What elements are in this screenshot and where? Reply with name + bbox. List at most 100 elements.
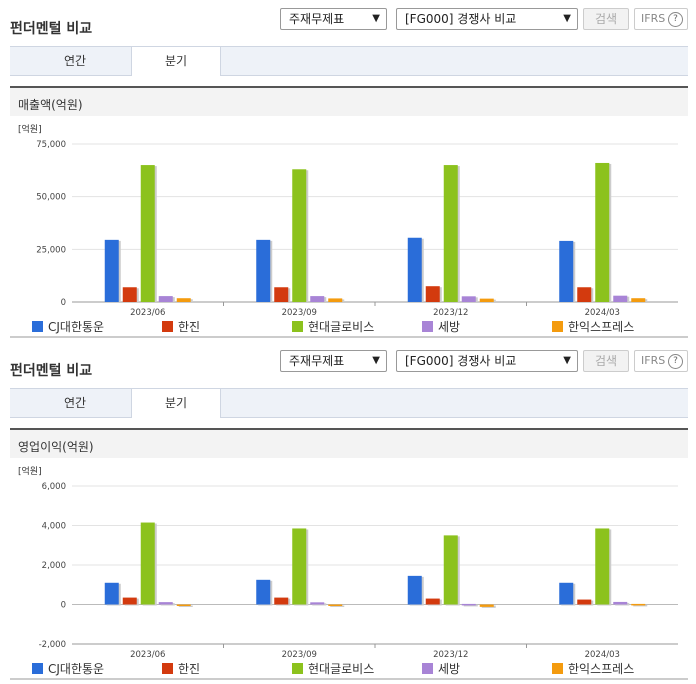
legend-label: 세방 [438,320,461,334]
bar[interactable] [461,603,476,606]
period-tabs: 연간 분기 [10,388,688,418]
bar[interactable] [176,604,191,607]
x-tick-label: 2023/12 [433,308,468,316]
legend-item[interactable]: 한익스프레스 [552,318,634,335]
bar[interactable] [595,528,610,605]
bar[interactable] [613,601,628,605]
bar[interactable] [328,604,343,607]
compare-select[interactable]: [FG000] 경쟁사 비교 ▼ [396,8,578,30]
bar[interactable] [310,296,325,302]
tab-annual[interactable]: 연간 [63,396,87,410]
bar-chart: [억원] 0 25,000 50,000 75,000 2023/06 2023/09 202… [18,123,678,316]
tab-quarterly[interactable]: 분기 [131,46,221,76]
bar[interactable] [140,522,155,605]
legend-label: 세방 [438,662,461,676]
legend-item[interactable]: 한진 [162,318,200,335]
bar[interactable] [479,604,494,607]
bar[interactable] [140,165,155,302]
bar[interactable] [256,579,271,605]
bar[interactable] [443,535,458,605]
bar[interactable] [122,287,137,302]
bar[interactable] [407,575,422,605]
chart-header: 영업이익(억원) [10,428,688,458]
chart-title: 매출액(억원) [18,98,83,112]
legend-swatch [162,663,173,674]
ifrs-label: IFRS [641,354,666,367]
chart-title: 영업이익(억원) [18,440,94,454]
legend-item[interactable]: CJ대한통운 [32,318,104,335]
bar[interactable] [631,603,646,606]
ifrs-help-button[interactable]: IFRS ? [634,350,688,372]
y-tick-label: 6,000 [42,482,66,492]
y-tick-label: -2,000 [39,640,66,650]
x-tick-label: 2023/09 [282,308,317,316]
period-tabs: 연간 분기 [10,46,688,76]
bar[interactable] [104,239,119,302]
bar[interactable] [292,528,307,605]
x-tick-label: 2023/06 [130,650,165,658]
bar[interactable] [104,582,119,605]
bar[interactable] [407,237,422,302]
y-tick-label: 2,000 [42,561,66,571]
help-icon: ? [668,354,683,369]
legend-label: 한진 [178,320,201,334]
legend-swatch [552,321,563,332]
y-unit-label: [억원] [18,465,42,477]
tab-annual[interactable]: 연간 [63,54,87,68]
compare-value: [FG000] 경쟁사 비교 [405,12,517,26]
legend-item[interactable]: 현대글로비스 [292,318,374,335]
bar[interactable] [479,298,494,302]
chart-header: 매출액(억원) [10,86,688,116]
search-button[interactable]: 검색 [583,8,629,30]
legend-label: 현대글로비스 [308,320,375,334]
bar[interactable] [559,582,574,605]
bar[interactable] [292,169,307,302]
legend-item[interactable]: 세방 [422,660,460,677]
chart-container: 영업이익(억원) [억원] -2,000 0 2,000 4,000 6,000 2023/… [10,428,688,683]
legend-label: 한익스프레스 [568,662,635,676]
bar[interactable] [274,287,289,302]
compare-select[interactable]: [FG000] 경쟁사 비교 ▼ [396,350,578,372]
panel-divider [10,336,688,338]
bar[interactable] [443,165,458,302]
legend-item[interactable]: 한진 [162,660,200,677]
bar[interactable] [577,599,592,605]
legend-swatch [32,663,43,674]
legend-swatch [162,321,173,332]
bar[interactable] [559,240,574,302]
chevron-down-icon: ▼ [563,355,571,366]
bar[interactable] [256,239,271,302]
bar[interactable] [122,597,137,605]
legend-item[interactable]: 세방 [422,318,460,335]
bar[interactable] [310,602,325,605]
report-type-select[interactable]: 주재무제표 ▼ [280,350,387,372]
legend-swatch [32,321,43,332]
y-unit-label: [억원] [18,123,42,135]
bar[interactable] [158,296,173,302]
legend-item[interactable]: CJ대한통운 [32,660,104,677]
bar[interactable] [176,298,191,302]
x-tick-label: 2023/06 [130,308,165,316]
bar[interactable] [613,295,628,302]
panel-header: 펀더멘털 비교 주재무제표 ▼ [FG000] 경쟁사 비교 ▼ 검색 IFRS… [0,8,696,44]
tab-quarterly[interactable]: 분기 [131,388,221,418]
bar[interactable] [595,162,610,302]
y-tick-label: 0 [61,601,66,611]
legend-label: 현대글로비스 [308,662,375,676]
report-type-select[interactable]: 주재무제표 ▼ [280,8,387,30]
bar[interactable] [631,298,646,302]
legend-item[interactable]: 현대글로비스 [292,660,374,677]
bar[interactable] [158,602,173,605]
x-tick-label: 2023/12 [433,650,468,658]
bar[interactable] [425,598,440,605]
bar[interactable] [577,287,592,302]
legend-item[interactable]: 한익스프레스 [552,660,634,677]
bar[interactable] [461,296,476,302]
report-type-value: 주재무제표 [289,12,345,26]
bar[interactable] [425,286,440,302]
bar[interactable] [328,298,343,302]
legend-swatch [422,321,433,332]
ifrs-help-button[interactable]: IFRS ? [634,8,688,30]
search-button[interactable]: 검색 [583,350,629,372]
bar[interactable] [274,597,289,605]
